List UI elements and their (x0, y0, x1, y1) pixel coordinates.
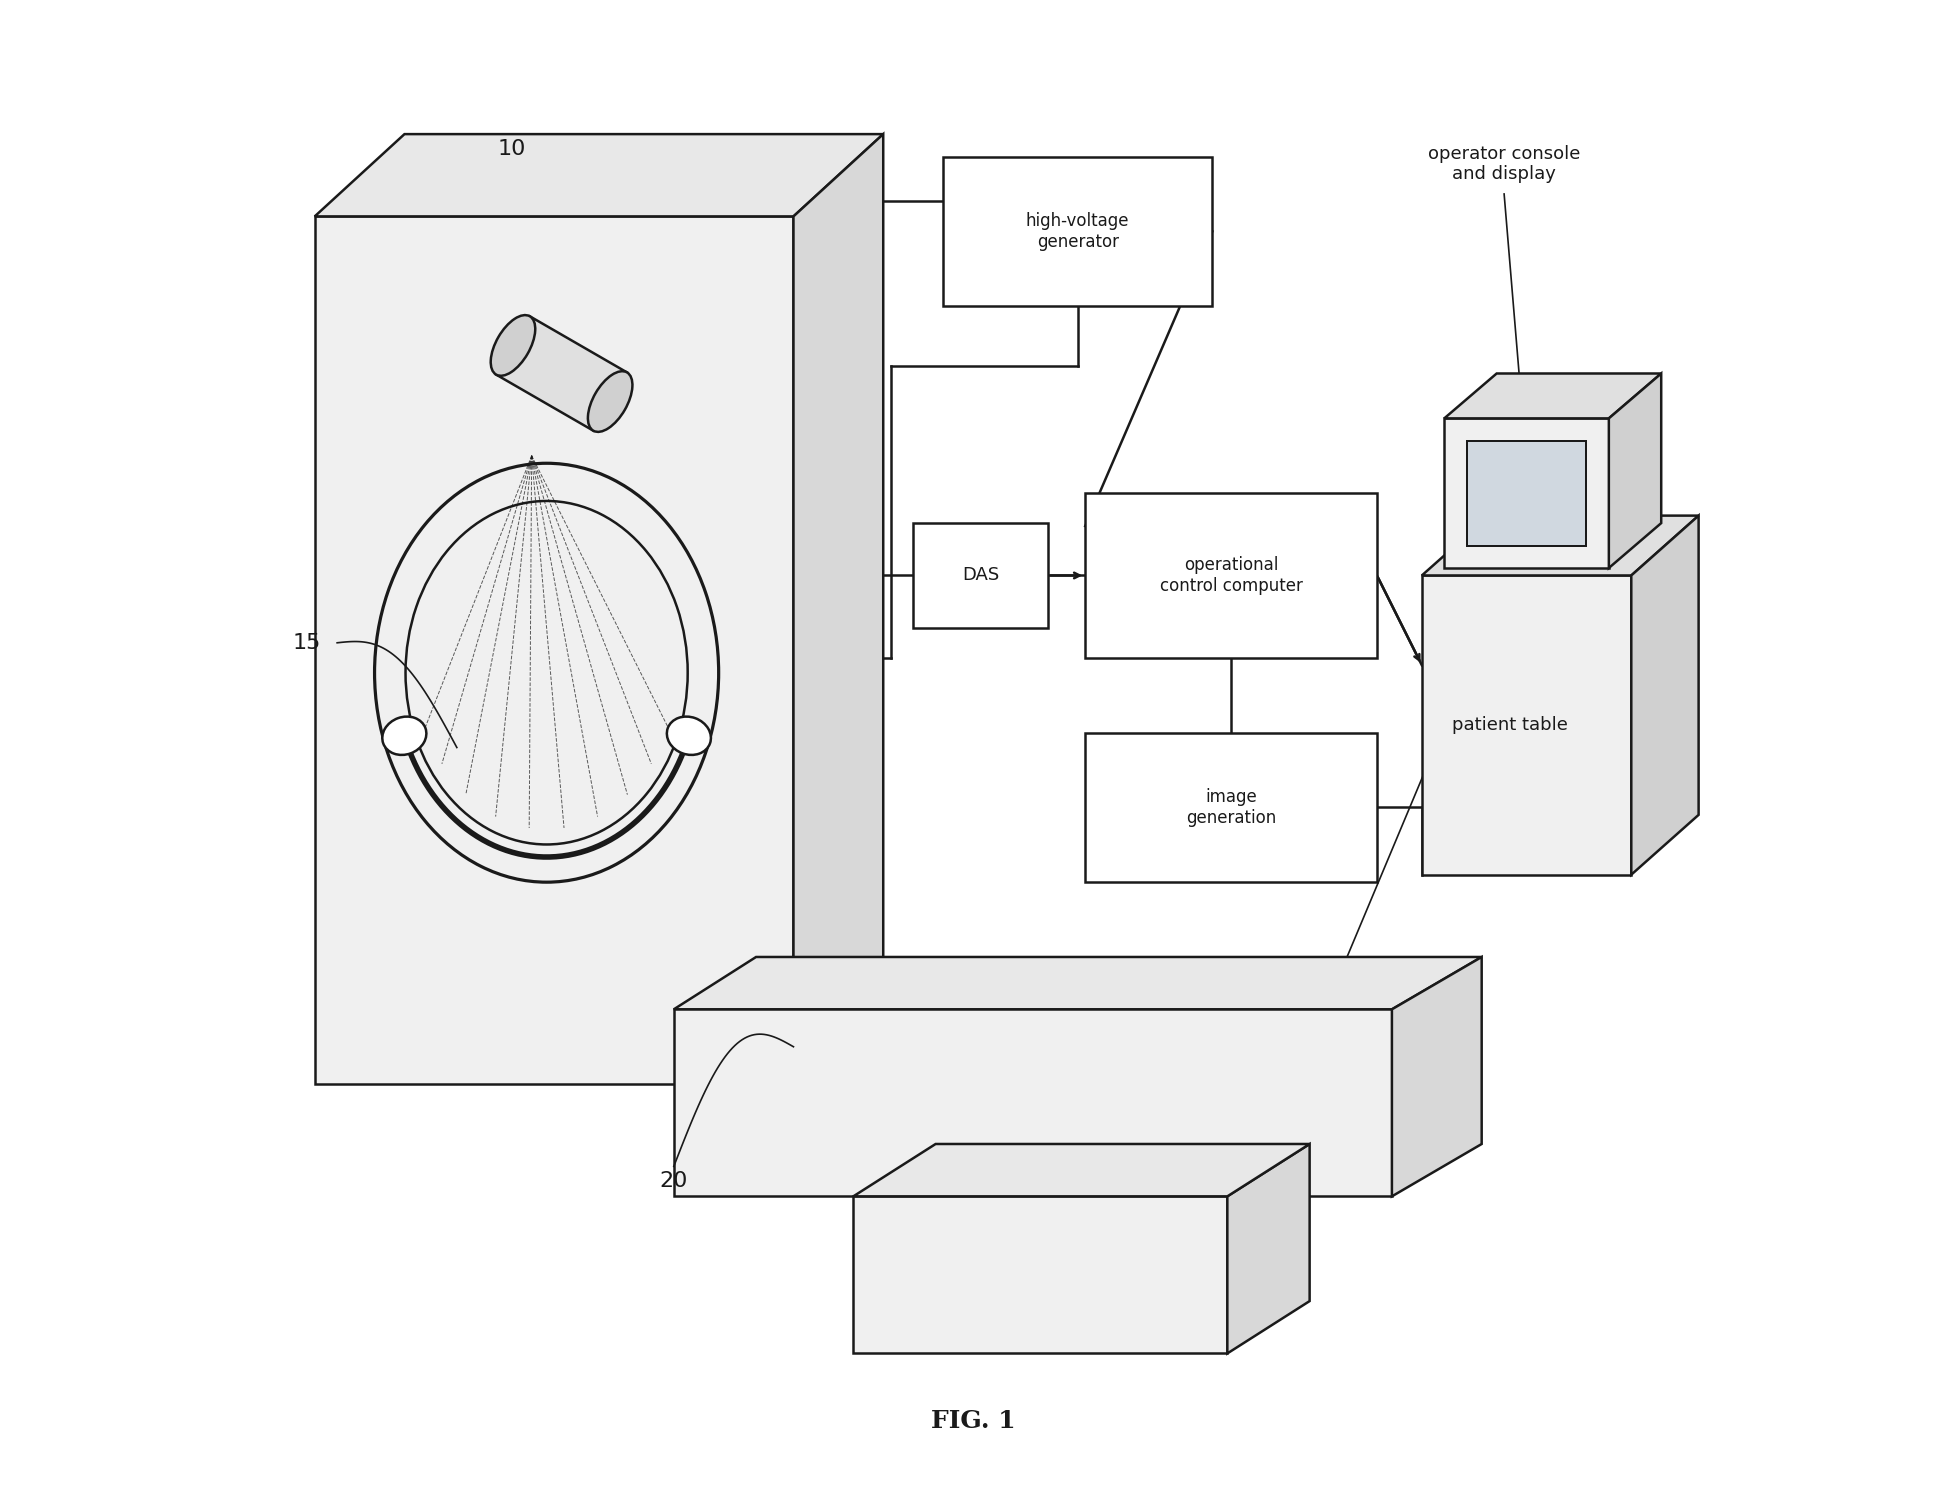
Polygon shape (1423, 515, 1699, 575)
Polygon shape (852, 1145, 1310, 1196)
Text: operational
control computer: operational control computer (1160, 556, 1302, 595)
FancyBboxPatch shape (1086, 494, 1378, 658)
FancyBboxPatch shape (1467, 441, 1586, 545)
Ellipse shape (381, 717, 426, 755)
Polygon shape (496, 316, 627, 430)
FancyBboxPatch shape (1444, 418, 1609, 568)
Text: image
generation: image generation (1185, 788, 1277, 827)
Polygon shape (1228, 1145, 1310, 1353)
FancyBboxPatch shape (913, 522, 1047, 628)
Ellipse shape (490, 316, 535, 376)
Polygon shape (1391, 957, 1481, 1196)
Text: 15: 15 (294, 633, 321, 652)
Text: operator console
and display: operator console and display (1428, 145, 1580, 183)
Text: high-voltage
generator: high-voltage generator (1026, 211, 1129, 251)
FancyBboxPatch shape (1086, 732, 1378, 882)
Text: patient table: patient table (1452, 716, 1568, 734)
Ellipse shape (588, 371, 632, 432)
Text: FIG. 1: FIG. 1 (930, 1409, 1016, 1433)
Text: 20: 20 (660, 1172, 689, 1191)
Ellipse shape (667, 717, 710, 755)
FancyBboxPatch shape (1423, 575, 1631, 874)
Polygon shape (1609, 373, 1662, 568)
Polygon shape (1444, 373, 1662, 418)
FancyBboxPatch shape (315, 216, 794, 1084)
Polygon shape (1631, 515, 1699, 874)
Text: DAS: DAS (961, 566, 998, 584)
Text: 10: 10 (498, 139, 525, 159)
Polygon shape (852, 1196, 1228, 1353)
Polygon shape (673, 957, 1481, 1009)
FancyBboxPatch shape (944, 157, 1212, 307)
Polygon shape (315, 134, 883, 216)
Polygon shape (794, 134, 883, 1084)
Polygon shape (673, 1009, 1391, 1196)
